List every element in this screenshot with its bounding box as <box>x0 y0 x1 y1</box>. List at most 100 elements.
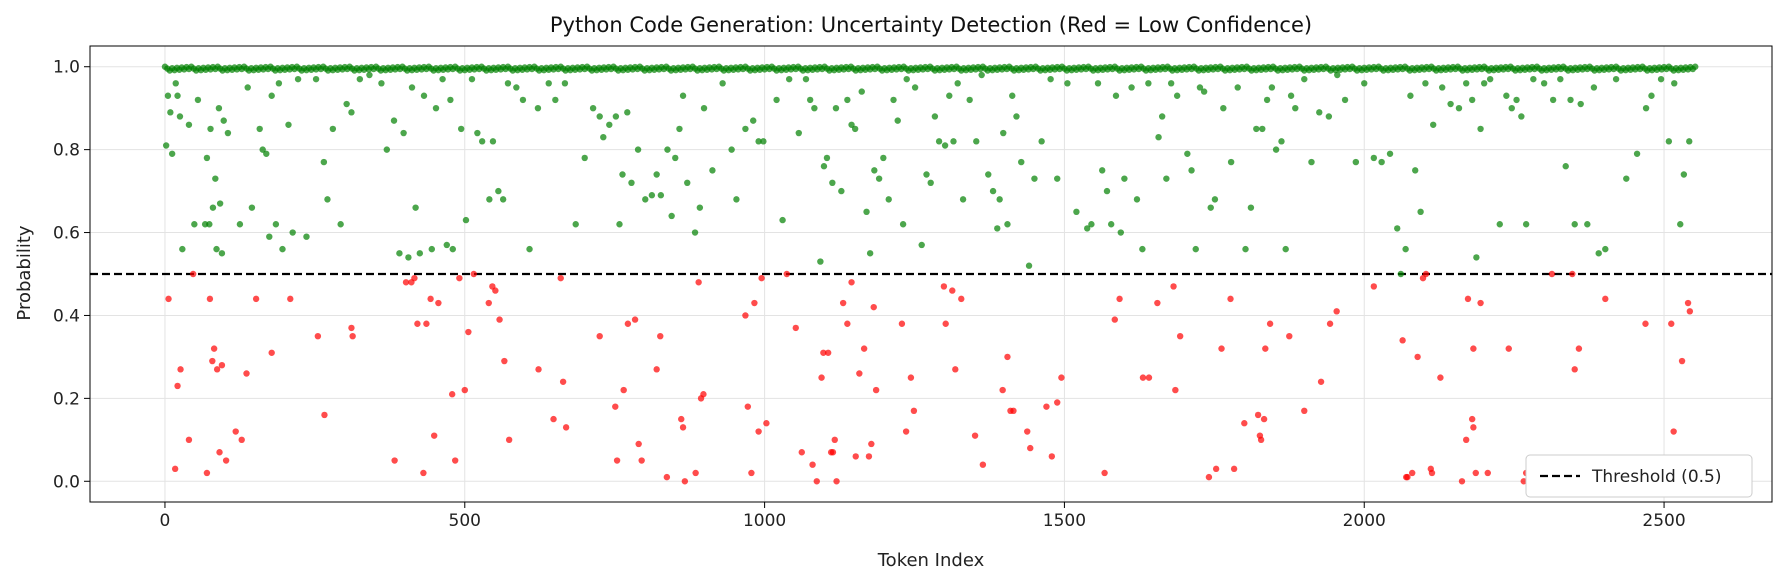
data-point-high-confidence <box>320 158 328 166</box>
data-point-high-confidence <box>545 80 552 87</box>
data-point-high-confidence <box>1196 84 1204 91</box>
data-point-high-confidence <box>1480 80 1488 87</box>
data-point-low-confidence <box>792 324 799 332</box>
data-point-low-confidence <box>1470 424 1477 431</box>
data-point-high-confidence <box>408 84 416 91</box>
data-point-high-confidence <box>1508 104 1515 112</box>
data-point-low-confidence <box>1668 320 1675 327</box>
data-point-low-confidence <box>213 366 221 373</box>
data-point-high-confidence <box>275 80 283 87</box>
data-point-high-confidence <box>996 196 1003 203</box>
data-point-high-confidence <box>880 154 887 162</box>
data-point-high-confidence <box>1263 96 1271 104</box>
data-point-high-confidence <box>1145 80 1152 87</box>
data-point-low-confidence <box>1254 411 1262 419</box>
data-point-high-confidence <box>606 121 613 128</box>
data-point-low-confidence <box>940 283 948 290</box>
data-point-high-confidence <box>1272 146 1280 153</box>
data-point-high-confidence <box>994 225 1001 232</box>
data-point-high-confidence <box>950 138 957 145</box>
data-point-high-confidence <box>1557 75 1564 83</box>
data-point-high-confidence <box>684 179 691 186</box>
data-point-high-confidence <box>1220 104 1227 112</box>
data-point-high-confidence <box>213 245 220 253</box>
data-point-low-confidence <box>349 332 356 340</box>
data-point-high-confidence <box>1013 113 1020 120</box>
data-point-low-confidence <box>1575 345 1583 352</box>
data-point-high-confidence <box>279 245 286 253</box>
data-point-high-confidence <box>1341 96 1349 104</box>
data-point-low-confidence <box>1301 407 1308 414</box>
data-point-high-confidence <box>1412 167 1419 174</box>
data-point-high-confidence <box>312 75 320 83</box>
data-point-high-confidence <box>1064 80 1071 87</box>
data-point-low-confidence <box>1172 386 1179 394</box>
data-point-high-confidence <box>1671 80 1678 87</box>
data-point-high-confidence <box>648 192 656 199</box>
data-point-high-confidence <box>696 204 704 211</box>
data-point-high-confidence <box>268 92 275 99</box>
data-point-high-confidence <box>1522 221 1530 228</box>
data-point-high-confidence <box>1623 175 1630 182</box>
plot-frame <box>89 45 1773 503</box>
data-point-high-confidence <box>817 258 824 265</box>
data-point-high-confidence <box>468 75 476 83</box>
data-point-low-confidence <box>222 457 230 464</box>
data-point-high-confidence <box>785 75 793 83</box>
data-point-high-confidence <box>1316 109 1323 116</box>
data-point-low-confidence <box>748 469 755 477</box>
data-point-high-confidence <box>899 221 907 228</box>
data-point-high-confidence <box>1173 92 1181 99</box>
data-point-low-confidence <box>1058 374 1065 381</box>
data-point-high-confidence <box>1665 138 1673 145</box>
data-point-high-confidence <box>212 175 219 182</box>
data-point-low-confidence <box>451 457 459 464</box>
data-point-low-confidence <box>852 453 859 460</box>
data-point-high-confidence <box>185 121 193 128</box>
data-point-low-confidence <box>865 453 873 460</box>
data-point-high-confidence <box>1455 104 1463 112</box>
data-point-low-confidence <box>1370 283 1378 290</box>
data-point-high-confidence <box>1422 80 1429 87</box>
data-point-high-confidence <box>449 245 456 253</box>
data-point-high-confidence <box>811 104 818 112</box>
data-point-high-confidence <box>885 196 892 203</box>
data-point-low-confidence <box>435 299 442 307</box>
data-point-high-confidence <box>966 96 973 104</box>
data-point-low-confidence <box>1571 366 1578 373</box>
data-point-high-confidence <box>396 250 403 257</box>
data-point-high-confidence <box>1094 80 1102 87</box>
data-point-high-confidence <box>447 96 454 104</box>
data-point-high-confidence <box>1584 221 1591 228</box>
data-point-low-confidence <box>1414 353 1421 361</box>
data-point-high-confidence <box>179 245 186 253</box>
data-point-high-confidence <box>653 171 660 178</box>
data-point-low-confidence <box>758 274 765 282</box>
data-point-high-confidence <box>1133 196 1141 203</box>
data-point-high-confidence <box>1287 92 1295 99</box>
x-tick-label: 2000 <box>1343 511 1386 531</box>
data-point-high-confidence <box>499 196 507 203</box>
data-point-low-confidence <box>638 457 645 464</box>
data-point-high-confidence <box>207 125 214 133</box>
y-tick-label: 0.4 <box>53 306 80 326</box>
data-point-low-confidence <box>870 303 877 311</box>
data-point-high-confidence <box>1518 113 1525 120</box>
data-point-low-confidence <box>1227 295 1234 303</box>
x-tick-label: 1000 <box>743 511 786 531</box>
data-point-low-confidence <box>1205 473 1213 481</box>
legend-threshold-label: Threshold (0.5) <box>1591 467 1721 487</box>
data-point-low-confidence <box>681 478 689 485</box>
data-point-low-confidence <box>1043 403 1050 410</box>
data-point-high-confidence <box>266 233 273 240</box>
data-point-high-confidence <box>1163 175 1170 182</box>
data-point-high-confidence <box>1117 229 1124 236</box>
data-point-low-confidence <box>252 295 260 303</box>
data-point-high-confidence <box>1549 96 1557 104</box>
data-point-low-confidence <box>420 469 427 477</box>
data-point-high-confidence <box>504 80 512 87</box>
data-point-low-confidence <box>839 299 847 307</box>
data-point-high-confidence <box>1370 154 1378 162</box>
data-point-high-confidence <box>1417 208 1424 216</box>
